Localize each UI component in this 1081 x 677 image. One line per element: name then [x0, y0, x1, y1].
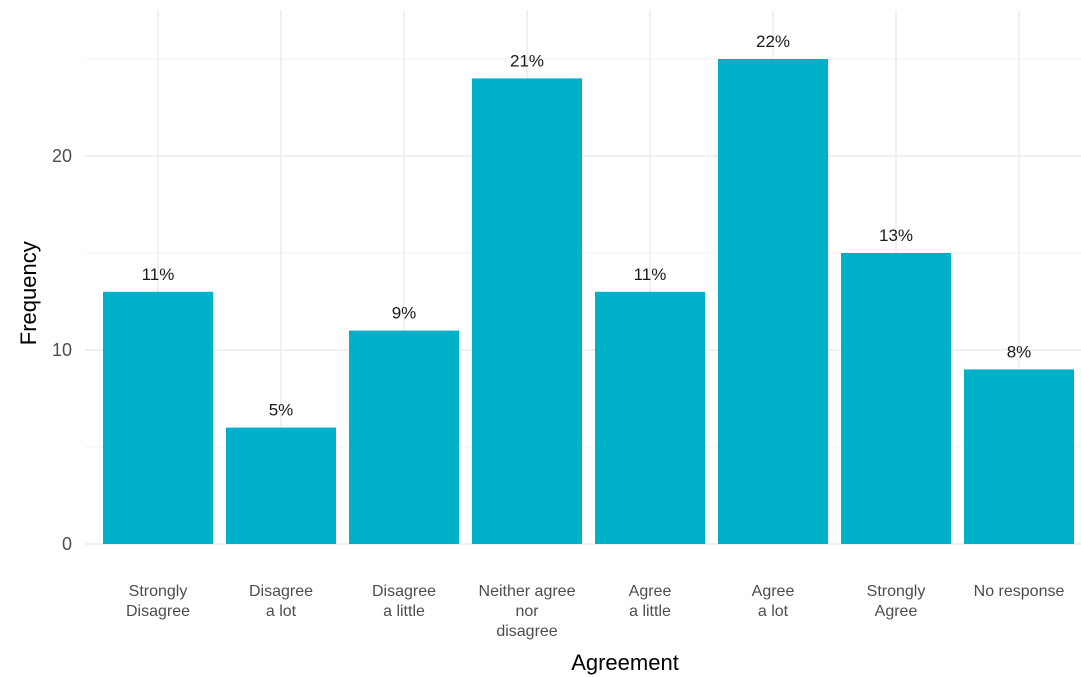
data-label: 21%: [510, 51, 544, 70]
data-label: 13%: [879, 226, 913, 245]
y-tick-label: 20: [52, 146, 72, 166]
x-axis-title: Agreement: [571, 650, 679, 675]
data-label: 8%: [1007, 342, 1032, 361]
bar: [718, 59, 828, 544]
bar: [964, 369, 1074, 544]
bars: [103, 59, 1074, 545]
bar: [841, 253, 951, 544]
y-axis-title: Frequency: [16, 241, 41, 345]
x-tick-label: Neither agree nor disagree: [479, 583, 576, 640]
data-label: 22%: [756, 32, 790, 51]
bar: [103, 291, 213, 544]
x-tick-labels: Strongly Disagree Disagree a lot Disagree a l…: [126, 583, 1064, 640]
x-tick-label: Agree a lot: [752, 583, 795, 620]
x-tick-label: Agree a little: [629, 583, 672, 620]
x-tick-label: No response: [974, 583, 1065, 600]
data-label: 11%: [634, 265, 667, 284]
bar: [226, 427, 336, 544]
x-tick-label: Disagree a lot: [249, 583, 313, 620]
data-labels: 11% 5% 9% 21% 11% 22% 13% 8%: [142, 32, 1032, 420]
x-tick-label: Strongly Agree: [867, 583, 926, 620]
y-tick-labels: 0 10 20: [52, 146, 72, 554]
x-tick-label: Disagree a little: [372, 583, 436, 620]
data-label: 11%: [142, 265, 175, 284]
x-tick-label: Strongly Disagree: [126, 583, 190, 620]
bar: [595, 291, 705, 544]
bar: [472, 78, 582, 545]
y-tick-label: 0: [62, 534, 72, 554]
y-tick-label: 10: [52, 340, 72, 360]
data-label: 9%: [392, 304, 417, 323]
bar: [349, 330, 459, 544]
data-label: 5%: [269, 401, 294, 420]
